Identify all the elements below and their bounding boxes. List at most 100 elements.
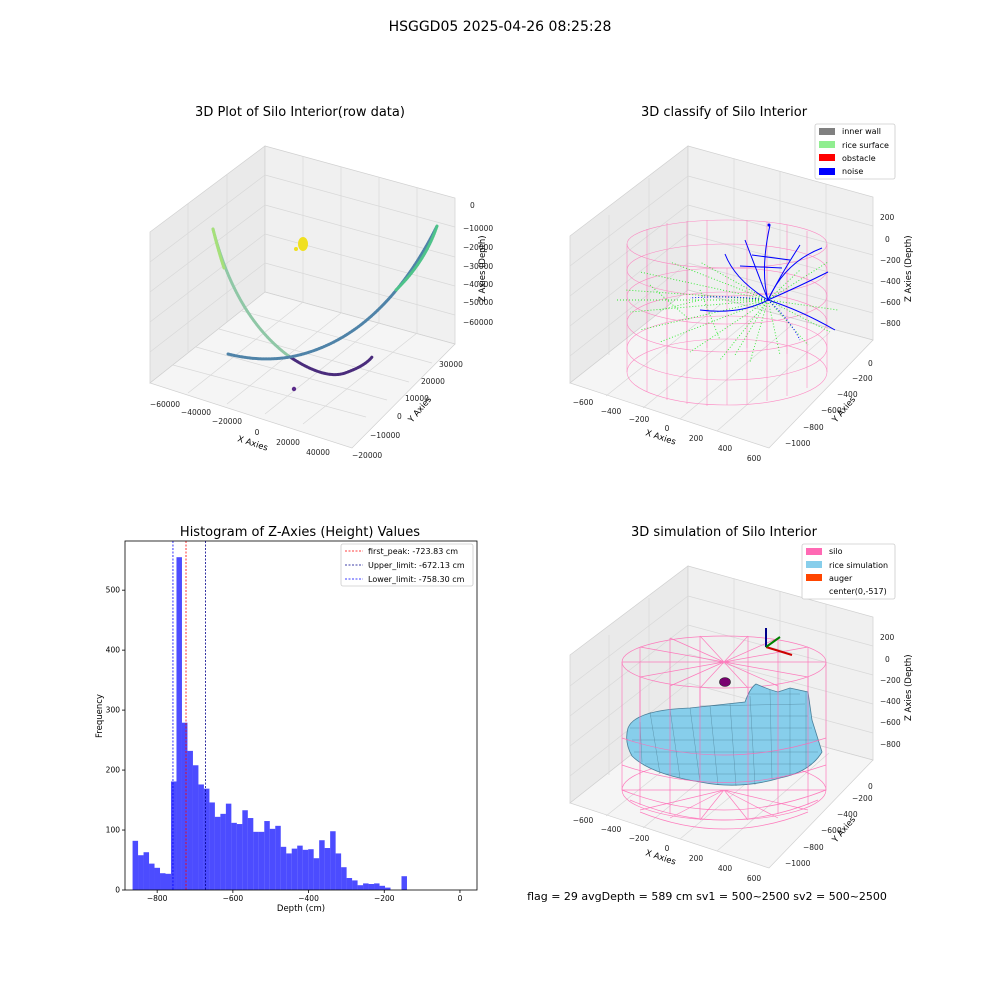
raw-x-label: X Axies — [236, 434, 269, 453]
simulation-rice-surface — [626, 683, 823, 787]
legend-swatch-rice-simulation — [806, 561, 822, 568]
histogram-bar — [269, 828, 276, 890]
panel-raw-3d: 3D Plot of Silo Interior(row data) — [149, 105, 493, 460]
classify-y-tick: −800 — [803, 423, 824, 432]
classify-z-tick: −200 — [880, 256, 901, 265]
rice-surface-mesh — [630, 688, 820, 787]
raw-point-cloud — [211, 224, 439, 377]
raw-x-tick: −20000 — [212, 417, 242, 426]
simulation-x-ticks: −600 −400 −200 0 200 400 600 — [573, 816, 762, 883]
histogram-x-axis: −800 −600 −400 −200 0 — [147, 890, 463, 903]
panel-simulation-title: 3D simulation of Silo Interior — [631, 525, 818, 540]
legend-label: inner wall — [842, 127, 881, 136]
classify-z-tick: −800 — [880, 319, 901, 328]
classify-z-label: Z Axies (Depth) — [904, 235, 914, 302]
raw-z-ticks: 0 −10000 −20000 −30000 −40000 −50000 −60… — [463, 201, 493, 327]
legend-label: Lower_limit: -758.30 cm — [368, 575, 465, 584]
classify-legend: inner wall rice surface obstacle noise — [814, 123, 896, 180]
legend-label: silo — [829, 547, 843, 556]
raw-y-tick: 10000 — [405, 394, 429, 403]
panel-simulation-3d: 3D simulation of Silo Interior — [569, 525, 914, 883]
classify-noise-point — [767, 223, 771, 227]
raw-z-tick: −30000 — [463, 262, 493, 271]
histogram-bar — [236, 824, 243, 890]
classify-y-tick: −400 — [837, 390, 858, 399]
histogram-bar — [264, 821, 270, 890]
histogram-bar — [187, 750, 193, 890]
auger-axis-red — [765, 646, 793, 656]
classify-y-tick: −200 — [852, 374, 873, 383]
histogram-bar — [379, 885, 386, 890]
simulation-x-tick: 400 — [718, 864, 733, 873]
histogram-reference-lines — [172, 541, 206, 890]
histogram-bar — [143, 852, 150, 890]
histogram-x-tick-label: 0 — [458, 894, 463, 903]
raw-x-tick: 0 — [255, 428, 260, 437]
simulation-y-tick: −600 — [821, 826, 842, 835]
legend-label: rice simulation — [829, 561, 888, 570]
histogram-title: Histogram of Z-Axies (Height) Values — [180, 525, 420, 540]
classify-x-tick: −600 — [573, 398, 594, 407]
classify-x-tick: 0 — [665, 424, 670, 433]
legend-label: Upper_limit: -672.13 cm — [368, 561, 465, 570]
histogram-bar — [149, 863, 155, 890]
simulation-x-tick: −400 — [601, 825, 622, 834]
raw-z-tick: −50000 — [463, 298, 493, 307]
histogram-bar — [280, 846, 287, 890]
histogram-bar — [154, 867, 161, 890]
histogram-y-tick-label: 100 — [106, 826, 121, 835]
legend-swatch-rice-surface — [819, 141, 835, 148]
raw-x-tick: 20000 — [276, 438, 300, 447]
histogram-bar — [231, 822, 237, 890]
simulation-y-ticks: −1000 −800 −600 −400 −200 0 — [785, 782, 873, 868]
simulation-legend-box — [801, 543, 896, 600]
histogram-bar — [198, 784, 204, 890]
legend-swatch-auger — [806, 574, 822, 581]
histogram-bar — [335, 853, 342, 890]
histogram-bar — [368, 884, 375, 890]
histogram-y-tick-label: 200 — [106, 766, 121, 775]
simulation-y-tick: −200 — [852, 794, 873, 803]
histogram-x-tick-label: −800 — [147, 894, 168, 903]
histogram-bar — [247, 818, 254, 890]
simulation-x-tick: −600 — [573, 816, 594, 825]
histogram-y-tick-label: 500 — [106, 586, 121, 595]
histogram-bar — [192, 765, 199, 890]
histogram-bar — [324, 848, 331, 890]
histogram-bar — [357, 885, 364, 890]
classify-noise — [689, 224, 836, 341]
histogram-y-label: Frequency — [95, 694, 105, 738]
legend-label: center(0,-517) — [829, 587, 887, 596]
raw-z-tick: −60000 — [463, 318, 493, 327]
raw-y-tick: 0 — [397, 412, 402, 421]
histogram-bar — [319, 840, 325, 890]
simulation-x-tick: 600 — [747, 874, 762, 883]
classify-x-tick: 600 — [747, 454, 762, 463]
classify-y-ticks: −1000 −800 −600 −400 −200 0 — [785, 359, 873, 448]
histogram-bar — [352, 880, 358, 890]
simulation-x-label: X Axies — [644, 848, 677, 867]
histogram-y-tick-label: 0 — [115, 886, 120, 895]
histogram-bar — [258, 831, 265, 890]
classify-cylinder-wire — [626, 219, 828, 406]
histogram-bar — [214, 816, 221, 890]
simulation-silo-wire-front — [621, 677, 827, 818]
simulation-z-tick: 0 — [885, 655, 890, 664]
histogram-bar — [341, 867, 347, 890]
classify-legend-box — [814, 123, 896, 180]
raw-z-tick: 0 — [470, 201, 475, 210]
histogram-x-label: Depth (cm) — [277, 904, 325, 914]
classify-x-label: X Axies — [644, 428, 677, 447]
histogram-bar — [176, 557, 182, 890]
raw-x-tick: −40000 — [181, 408, 211, 417]
raw-y-tick: 30000 — [439, 360, 463, 369]
simulation-z-tick: −200 — [880, 676, 901, 685]
classify-y-tick: −1000 — [785, 439, 811, 448]
histogram-bar — [181, 722, 188, 890]
classify-grid — [569, 159, 874, 432]
legend-swatch-inner-wall — [819, 128, 835, 135]
histogram-plot-frame — [124, 540, 478, 891]
simulation-x-tick: 0 — [665, 844, 670, 853]
histogram-bar — [225, 803, 232, 890]
